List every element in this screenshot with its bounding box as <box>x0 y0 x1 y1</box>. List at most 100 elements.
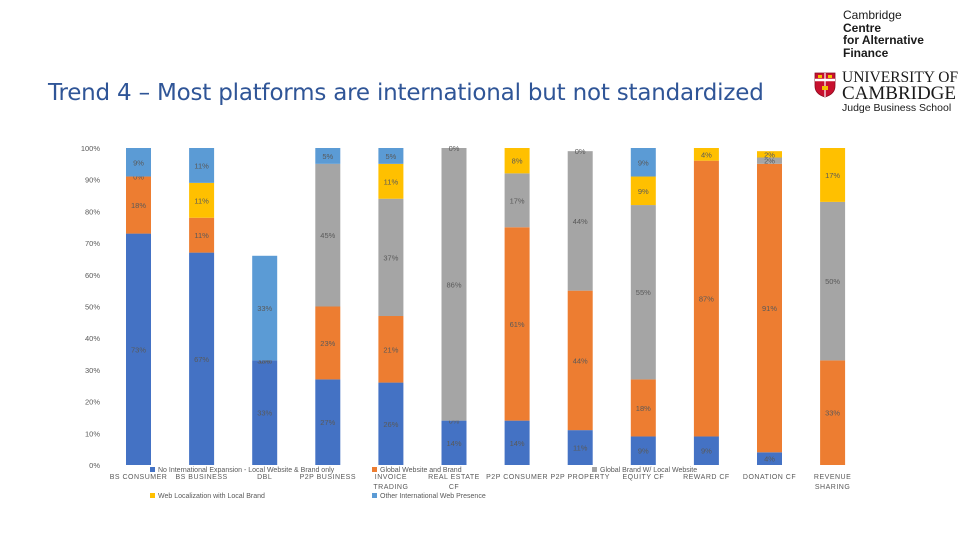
data-label: 11% <box>573 444 588 453</box>
data-label: 37% <box>383 253 398 262</box>
bar-segment <box>567 290 593 431</box>
ccaf-line-4: Finance <box>843 45 889 60</box>
legend-label: Other International Web Presence <box>380 493 486 500</box>
data-label: 86% <box>446 280 461 289</box>
data-label: 9% <box>638 447 649 456</box>
category-label: SHARING <box>815 484 850 491</box>
data-label: 21% <box>383 345 398 354</box>
data-label: 11% <box>194 161 209 170</box>
bar-segment <box>693 160 719 437</box>
y-tick-label: 40% <box>85 334 100 343</box>
y-tick-label: 100% <box>81 144 101 153</box>
data-label: 33% <box>257 304 272 313</box>
category-label: INVOICE <box>375 474 407 481</box>
data-label: 61% <box>510 320 525 329</box>
ccaf-logo: Cambridge Centre for Alternative Finance <box>843 9 924 59</box>
data-label: 44% <box>573 356 588 365</box>
y-tick-label: 30% <box>85 366 100 375</box>
legend-swatch <box>372 493 377 498</box>
bar-segment <box>693 148 719 161</box>
data-label: 4% <box>764 455 775 464</box>
data-label: 33% <box>825 409 840 418</box>
category-label: REVENUE <box>814 474 851 481</box>
bar-segment <box>315 163 341 307</box>
legend-swatch <box>372 467 377 472</box>
data-label: 5% <box>322 152 333 161</box>
data-label: 0% <box>449 417 460 426</box>
category-label: P2P CONSUMER <box>486 474 548 481</box>
university-line-2: CAMBRIDGE <box>842 83 957 104</box>
y-tick-label: 50% <box>85 303 100 312</box>
category-label: P2P BUSINESS <box>300 474 356 481</box>
data-label: 0% <box>575 147 586 156</box>
data-label: 67% <box>194 355 209 364</box>
data-label: 44% <box>573 217 588 226</box>
y-tick-label: 10% <box>85 429 100 438</box>
category-label: DONATION CF <box>743 474 796 481</box>
bar-segment <box>378 316 404 383</box>
data-label: 5% <box>385 152 396 161</box>
category-label: TRADING <box>373 484 408 491</box>
data-label: 33% <box>257 409 272 418</box>
data-label: 18% <box>636 404 651 413</box>
data-label: 0% <box>259 356 270 365</box>
bar-segment <box>693 436 719 465</box>
bar-segment <box>378 198 404 317</box>
data-label: 0% <box>449 144 460 153</box>
bar-segment <box>378 382 404 465</box>
category-label: CF <box>449 484 459 491</box>
data-label: 9% <box>701 447 712 456</box>
bar-segment <box>189 148 215 183</box>
bar-segment <box>757 163 782 453</box>
data-label: 45% <box>320 231 335 240</box>
data-label: 9% <box>638 187 649 196</box>
y-tick-label: 90% <box>85 176 100 185</box>
category-label: P2P PROPERTY <box>550 474 609 481</box>
ccaf-line-2: Centre <box>843 20 882 35</box>
y-tick-label: 80% <box>85 207 100 216</box>
data-label: 11% <box>194 196 209 205</box>
bar-segment <box>189 217 215 253</box>
business-school-name: Judge Business School <box>842 102 952 114</box>
data-label: 8% <box>512 157 523 166</box>
bar-segment <box>504 227 530 421</box>
category-label: REWARD CF <box>683 474 730 481</box>
bar-segment <box>441 420 467 465</box>
data-label: 11% <box>194 231 209 240</box>
legend-label: Global Website and Brand <box>380 467 462 474</box>
data-label: 2% <box>764 157 775 166</box>
bar-segment <box>189 182 215 218</box>
data-label: 11% <box>384 177 399 186</box>
y-tick-label: 0% <box>89 461 100 470</box>
category-label: BS CONSUMER <box>110 474 168 481</box>
data-label: 14% <box>446 439 461 448</box>
bar-segment <box>441 148 467 421</box>
legend-swatch <box>150 467 155 472</box>
university-name: UNIVERSITY OF CAMBRIDGE <box>842 70 958 103</box>
bar-segment <box>630 379 656 437</box>
bar-segment <box>630 148 656 177</box>
category-label: REAL ESTATE <box>428 474 480 481</box>
bar-segment <box>378 163 404 199</box>
data-label: 18% <box>131 201 146 210</box>
bar-segment <box>757 157 782 164</box>
data-label: 17% <box>825 171 840 180</box>
category-label: DBL <box>257 474 272 481</box>
bar-segment <box>757 151 782 158</box>
bar-segment <box>315 306 341 380</box>
category-label: EQUITY CF <box>622 474 664 481</box>
bar-segment <box>757 452 782 465</box>
data-label: 9% <box>133 158 144 167</box>
bar-segment <box>820 360 846 465</box>
bar-segment <box>630 436 656 465</box>
data-label: 0% <box>133 173 144 182</box>
data-label: 9% <box>638 158 649 167</box>
legend-swatch <box>150 493 155 498</box>
data-label: 73% <box>131 345 146 354</box>
data-label: 2% <box>764 150 775 159</box>
data-label: 14% <box>510 439 525 448</box>
ccaf-line-1: Cambridge <box>843 8 902 22</box>
slide-title: Trend 4 – Most platforms are internation… <box>48 80 764 106</box>
bar-segment <box>630 176 656 206</box>
